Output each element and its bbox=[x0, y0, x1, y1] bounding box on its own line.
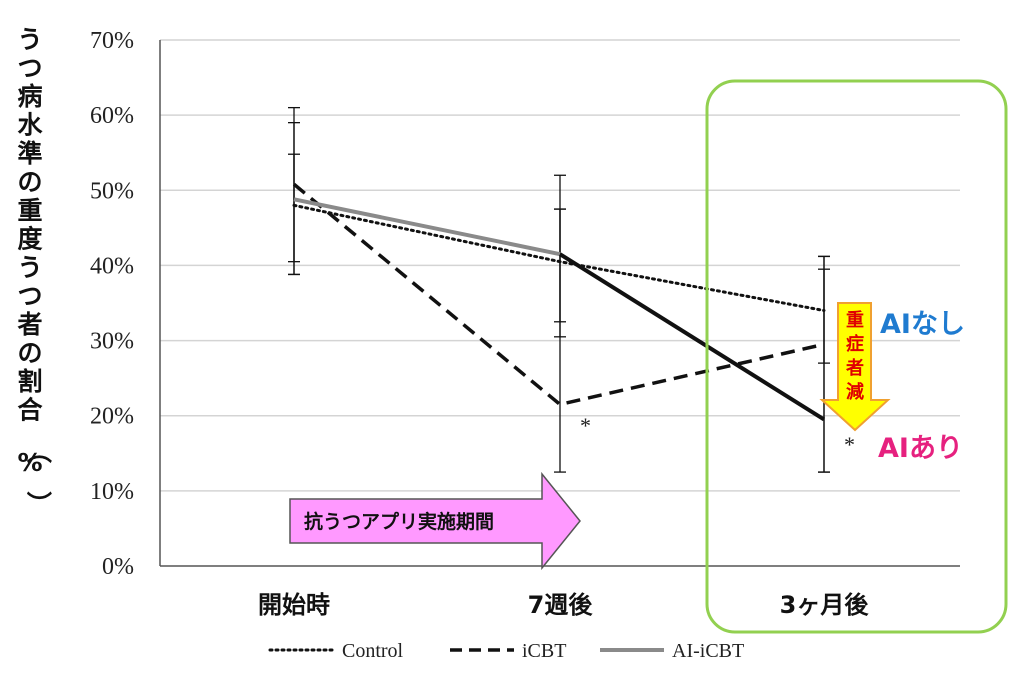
legend-label: Control bbox=[342, 640, 404, 662]
y-axis-title-char: 病 bbox=[17, 82, 42, 111]
y-axis-title-char: 準 bbox=[17, 139, 42, 168]
y-axis-title-char: 度 bbox=[17, 225, 42, 254]
y-axis-title-char: つ bbox=[17, 282, 42, 311]
legend-label: AI-iCBT bbox=[672, 640, 744, 662]
x-tick-label: 7週後 bbox=[528, 591, 594, 619]
highlight-box bbox=[705, 79, 1008, 634]
y-axis-title-char: 者 bbox=[17, 310, 42, 339]
y-tick-label: 10% bbox=[90, 479, 134, 505]
x-tick-label: 開始時 bbox=[258, 591, 330, 619]
y-tick-label: 50% bbox=[90, 178, 134, 204]
y-axis-title-char: つ bbox=[17, 54, 42, 83]
reduction-label-char: 減 bbox=[846, 381, 864, 403]
series-line-icbt bbox=[292, 182, 825, 407]
app-period-arrow: 抗うつアプリ実施期間 bbox=[289, 471, 581, 571]
significance-star: * bbox=[580, 413, 591, 438]
no-ai-label: AIなし bbox=[880, 309, 965, 340]
y-axis-title-char: 水 bbox=[17, 111, 43, 140]
app-period-label: 抗うつアプリ実施期間 bbox=[304, 510, 494, 533]
y-tick-label: 20% bbox=[90, 404, 134, 430]
y-tick-label: 70% bbox=[90, 28, 134, 54]
y-tick-label: 40% bbox=[90, 253, 134, 279]
legend-label: iCBT bbox=[522, 640, 566, 662]
with-ai-label: AIあり bbox=[878, 433, 963, 464]
x-tick-label: 3ヶ月後 bbox=[780, 591, 870, 619]
significance-star: * bbox=[844, 432, 855, 457]
y-tick-label: 0% bbox=[102, 554, 134, 580]
reduction-label-char: 重 bbox=[846, 309, 864, 331]
y-tick-labels: 0% 10% 20% 30% 40% 50% 60% 70% bbox=[90, 28, 134, 580]
significance-markers: ** bbox=[580, 413, 855, 457]
y-tick-label: 60% bbox=[90, 103, 134, 129]
y-axis-title-char: % bbox=[17, 448, 42, 477]
reduction-label-char: 症 bbox=[846, 333, 864, 355]
y-axis-title-char: ） bbox=[24, 491, 53, 516]
series-line-control bbox=[292, 203, 826, 313]
error-bars bbox=[288, 106, 830, 473]
y-tick-label: 30% bbox=[90, 329, 134, 355]
y-axis-title-char: の bbox=[17, 168, 42, 197]
y-axis-title-char: 重 bbox=[17, 196, 42, 225]
series-lines bbox=[292, 182, 826, 422]
y-axis-title-char: う bbox=[17, 253, 42, 282]
reduction-label-char: 者 bbox=[845, 358, 864, 379]
legend: Control iCBT AI-iCBT bbox=[268, 640, 744, 662]
series-line-ai-icbt bbox=[558, 252, 826, 422]
y-axis-title-char: う bbox=[17, 25, 42, 54]
y-axis-title-char: 割 bbox=[17, 367, 42, 396]
x-tick-labels: 開始時 7週後 3ヶ月後 bbox=[258, 591, 869, 619]
series-line-ai-icbt bbox=[293, 197, 561, 257]
y-axis-title-char: の bbox=[17, 339, 42, 368]
y-axis-title-char: （ bbox=[24, 438, 53, 463]
y-axis-title-char: 合 bbox=[17, 396, 43, 425]
